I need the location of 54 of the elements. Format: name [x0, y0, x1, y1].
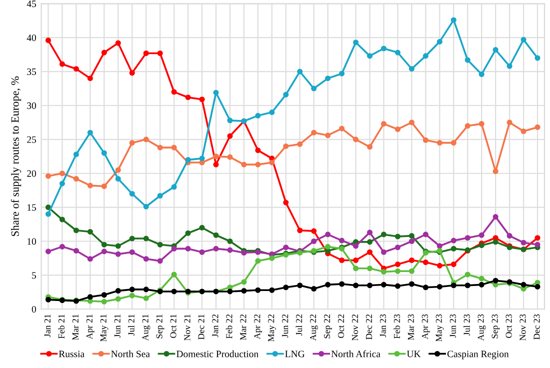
x-tick-label: Jul 21 — [128, 314, 134, 336]
x-tick-label: Sep 21 — [156, 314, 164, 338]
y-tick-label: 30 — [27, 102, 36, 109]
x-tick-label: Apr 22 — [254, 314, 262, 340]
y-tick-label: 25 — [27, 136, 36, 143]
x-tick-label: Jun 23 — [450, 314, 456, 338]
y-tick-label: 20 — [27, 170, 36, 177]
legend-label: Russia — [58, 350, 84, 358]
x-tick-label: Jan 21 — [44, 314, 50, 338]
x-tick-label: Aug 23 — [478, 314, 486, 341]
x-tick-label: Oct 22 — [338, 314, 344, 338]
x-tick-label: Jan 23 — [380, 314, 386, 338]
legend-label: UK — [406, 350, 421, 358]
x-tick-label: Jun 22 — [282, 314, 288, 338]
x-tick-label: May 23 — [436, 314, 444, 342]
x-tick-label: Nov 21 — [184, 314, 190, 341]
x-tick-label: Dec 22 — [366, 314, 372, 340]
x-tick-label: Jul 23 — [464, 314, 470, 336]
y-tick-label: 5 — [32, 272, 36, 279]
y-tick-label: 45 — [26, 0, 36, 8]
x-tick-label: Apr 23 — [422, 314, 430, 340]
legend-label: North Sea — [111, 350, 150, 358]
x-tick-label: Oct 23 — [506, 314, 512, 338]
x-tick-label: Aug 21 — [142, 314, 150, 341]
y-tick-label: 0 — [32, 306, 36, 313]
x-tick-label: Jan 22 — [212, 314, 218, 338]
x-tick-label: Oct 21 — [170, 314, 176, 338]
y-tick-label: 35 — [27, 68, 36, 76]
x-tick-label: Mar 22 — [240, 314, 246, 340]
x-tick-label: Feb 21 — [58, 314, 64, 339]
x-tick-label: Nov 23 — [520, 314, 526, 341]
legend-label: LNG — [285, 350, 305, 358]
x-tick-label: May 21 — [100, 314, 108, 342]
x-tick-label: Jul 22 — [296, 314, 302, 336]
y-tick-label: 10 — [28, 238, 36, 245]
x-tick-label: Aug 22 — [310, 314, 318, 341]
y-axis-title: Share of supply routes to Europe, % — [10, 76, 22, 236]
x-tick-label: Nov 22 — [352, 314, 358, 341]
y-tick-label: 40 — [26, 34, 36, 42]
x-tick-label: Feb 22 — [226, 314, 232, 339]
y-tick-label: 15 — [28, 204, 36, 211]
x-tick-label: Feb 23 — [394, 314, 400, 339]
legend-label: Domestic Production — [176, 350, 258, 358]
x-tick-label: Apr 21 — [86, 314, 94, 340]
x-tick-label: Mar 23 — [408, 314, 414, 340]
x-tick-label: Jun 21 — [114, 314, 120, 338]
x-tick-label: Sep 22 — [324, 314, 332, 338]
legend-label: North Africa — [331, 350, 380, 358]
x-tick-label: Sep 23 — [492, 314, 500, 338]
x-tick-label: Dec 21 — [198, 314, 204, 340]
x-tick-label: Dec 23 — [534, 314, 540, 340]
x-tick-label: Mar 21 — [72, 314, 78, 340]
legend-label: Caspian Region — [447, 350, 509, 360]
x-tick-label: May 22 — [268, 314, 276, 342]
